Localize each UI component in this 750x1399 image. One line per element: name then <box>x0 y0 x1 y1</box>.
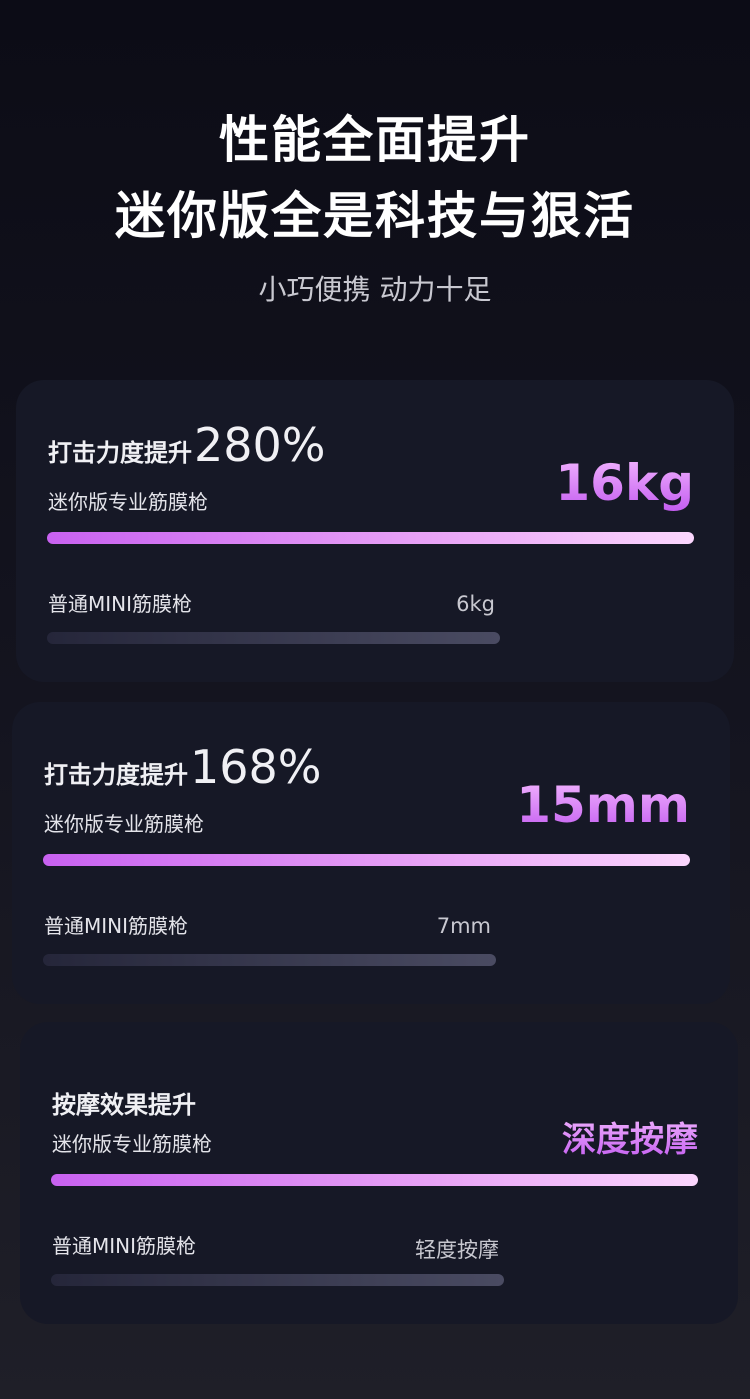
improvement-percent: 168% <box>190 740 322 794</box>
card-title: 打击力度提升168% <box>44 740 322 794</box>
pro-value: 深度按摩 <box>562 1112 698 1161</box>
pro-label: 迷你版专业筋膜枪 <box>52 1132 212 1156</box>
pro-label: 迷你版专业筋膜枪 <box>48 490 208 514</box>
normal-bar <box>43 954 496 966</box>
normal-value: 6kg <box>456 592 495 616</box>
card-title-text: 打击力度提升 <box>44 761 188 789</box>
comparison-card: 按摩效果提升 迷你版专业筋膜枪 深度按摩 普通MINI筋膜枪 轻度按摩 <box>20 1022 738 1324</box>
headline-line-2: 迷你版全是科技与狠活 <box>115 187 635 245</box>
pro-value: 15mm <box>516 776 690 834</box>
pro-bar <box>51 1174 698 1186</box>
normal-label: 普通MINI筋膜枪 <box>52 1234 197 1258</box>
card-title-text: 打击力度提升 <box>48 439 192 467</box>
pro-value: 16kg <box>555 454 694 512</box>
card-title: 打击力度提升280% <box>48 418 326 472</box>
subtitle: 小巧便携 动力十足 <box>258 273 492 306</box>
comparison-card: 打击力度提升280% 迷你版专业筋膜枪 16kg 普通MINI筋膜枪 6kg <box>16 380 734 682</box>
pro-bar <box>47 532 694 544</box>
normal-label: 普通MINI筋膜枪 <box>44 914 189 938</box>
pro-bar <box>43 854 690 866</box>
normal-value: 轻度按摩 <box>415 1238 499 1262</box>
normal-value: 7mm <box>436 914 491 938</box>
comparison-card: 打击力度提升168% 迷你版专业筋膜枪 15mm 普通MINI筋膜枪 7mm <box>12 702 730 1004</box>
normal-bar <box>47 632 500 644</box>
improvement-percent: 280% <box>194 418 326 472</box>
pro-label: 迷你版专业筋膜枪 <box>44 812 204 836</box>
card-title-text: 按摩效果提升 <box>52 1091 196 1119</box>
headline-line-1: 性能全面提升 <box>219 111 531 169</box>
normal-bar <box>51 1274 504 1286</box>
card-title: 按摩效果提升 <box>52 1070 198 1124</box>
normal-label: 普通MINI筋膜枪 <box>48 592 193 616</box>
